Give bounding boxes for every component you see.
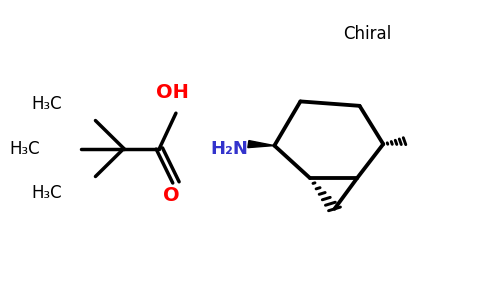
Polygon shape <box>248 141 274 148</box>
Text: Chiral: Chiral <box>344 25 392 43</box>
Text: H₃C: H₃C <box>32 95 62 113</box>
Text: H₃C: H₃C <box>32 184 62 202</box>
Text: H₂N: H₂N <box>211 140 248 158</box>
Text: O: O <box>163 186 180 205</box>
Text: OH: OH <box>156 83 189 102</box>
Text: H₃C: H₃C <box>10 140 40 158</box>
